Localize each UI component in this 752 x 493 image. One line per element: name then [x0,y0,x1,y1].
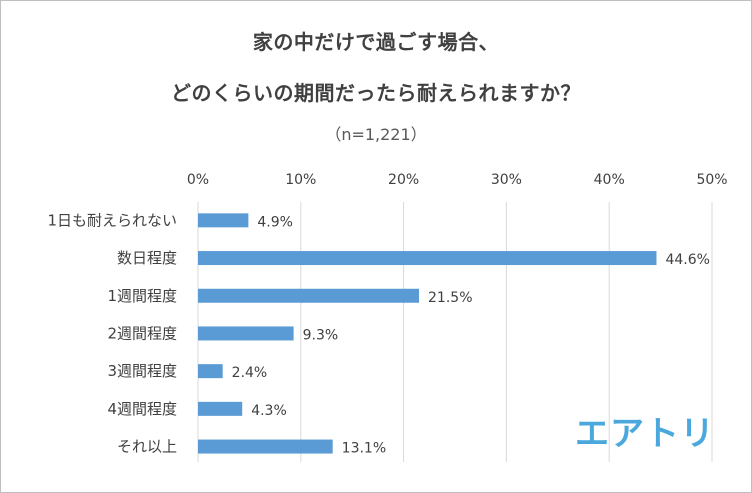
x-tick-label: 50% [696,172,727,188]
category-label: それ以上 [117,438,177,456]
category-label: 1日も耐えられない [47,211,177,229]
data-label: 44.6% [665,252,709,268]
x-tick-label: 40% [594,172,625,188]
bar [198,288,420,303]
chart-subtitle: （n=1,221） [325,125,427,144]
data-label: 4.3% [251,403,287,419]
data-label: 21.5% [428,290,472,306]
data-label: 13.1% [342,441,386,457]
x-tick-label: 20% [388,172,419,188]
data-label: 9.3% [303,327,339,343]
data-label: 2.4% [232,365,268,381]
category-label: 4週間程度 [107,400,177,418]
category-label: 1週間程度 [107,287,177,305]
category-label: 2週間程度 [107,324,177,342]
bar [198,251,657,266]
category-label: 3週間程度 [107,362,177,380]
bar [198,213,249,228]
x-tick-label: 0% [187,172,209,188]
airtrip-logo: エアトリ [575,414,715,454]
bar [198,326,294,341]
bar [198,364,223,379]
category-label: 数日程度 [117,249,177,267]
chart-title-line2: どのくらいの期間だったら耐えられますか？ [171,81,581,105]
bar [198,439,333,454]
x-tick-label: 30% [491,172,522,188]
data-label: 4.9% [257,214,293,230]
chart-title-line1: 家の中だけで過ごす場合、 [252,30,500,54]
x-tick-label: 10% [285,172,316,188]
bar [198,401,243,416]
